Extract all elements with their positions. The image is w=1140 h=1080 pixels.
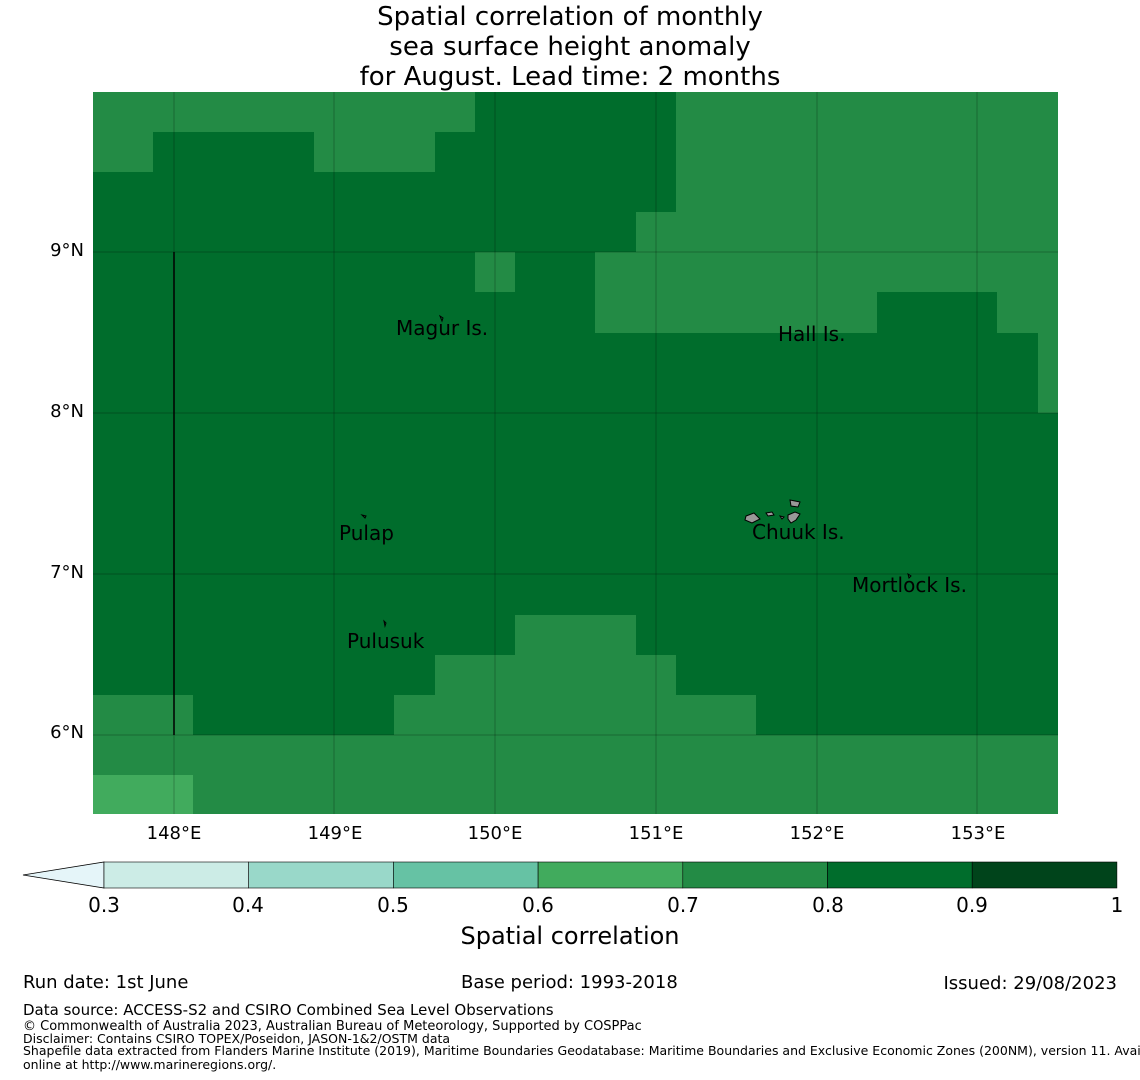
correlation-cell [435,132,676,172]
colorbar-tick-0-3: 0.3 [88,893,120,917]
map-gridlines [93,92,1058,814]
place-label-pulap: Pulap [339,521,394,545]
disclaimer: Disclaimer: Contains CSIRO TOPEX/Poseido… [23,1031,451,1046]
correlation-cell [93,775,193,814]
place-label-magur: Magur Is. [396,316,489,340]
colorbar-segments [22,861,1118,889]
map-title: Spatial correlation of monthly sea surfa… [0,2,1140,92]
lon-label-153e: 153°E [950,823,1006,844]
lat-label-6n: 6°N [50,722,84,743]
correlation-cell [515,252,595,292]
lon-label-150e: 150°E [467,823,523,844]
colorbar-segment [827,861,973,889]
lon-label-151e: 151°E [628,823,684,844]
correlation-cell [93,413,1058,615]
correlation-cell [475,92,676,132]
shapefile-credit-line-1: Shapefile data extracted from Flanders M… [23,1043,1140,1058]
data-source: Data source: ACCESS-S2 and CSIRO Combine… [23,1001,554,1019]
colorbar-tick-0-5: 0.5 [377,893,409,917]
correlation-cell [877,292,997,333]
colorbar-segment [248,861,394,889]
lon-label-152e: 152°E [789,823,845,844]
lon-label-149e: 149°E [307,823,363,844]
correlation-cell [636,615,1058,655]
correlation-cell [93,333,1038,413]
correlation-cell [93,252,475,292]
map-grid-cells [93,92,1058,814]
correlation-cell [93,212,636,252]
title-line-1: Spatial correlation of monthly [377,2,763,32]
correlation-cell [93,655,435,695]
colorbar-tick-0-8: 0.8 [812,893,844,917]
island-chuuk-5 [778,515,785,520]
lat-label-7n: 7°N [50,562,84,583]
colorbar-segment [103,861,249,889]
place-label-pulusuk: Pulusuk [347,629,425,653]
correlation-cell [756,695,1058,735]
island-pulusuk [383,619,387,628]
lon-label-148e: 148°E [146,823,202,844]
colorbar-tick-0-4: 0.4 [232,893,264,917]
island-magur [438,314,444,323]
base-period: Base period: 1993-2018 [461,972,678,993]
island-pulap [360,514,367,519]
colorbar-segment [971,861,1118,889]
place-label-chuuk: Chuuk Is. [752,520,845,544]
colorbar-label: Spatial correlation [460,922,680,950]
correlation-cell [153,132,314,172]
correlation-map [93,92,1058,814]
copyright: © Commonwealth of Australia 2023, Austra… [23,1019,642,1034]
colorbar-segment [393,861,539,889]
island-mortlock [907,572,912,579]
title-line-3: for August. Lead time: 2 months [359,62,781,92]
correlation-cell [93,172,676,212]
colorbar [22,861,1118,889]
lat-label-8n: 8°N [50,401,84,422]
colorbar-extend-arrow [22,861,105,889]
place-label-mortlock: Mortlock Is. [852,573,967,597]
islands [360,314,912,628]
lat-label-9n: 9°N [50,240,84,261]
colorbar-tick-0-6: 0.6 [522,893,554,917]
colorbar-segment [537,861,684,889]
colorbar-tick-0-7: 0.7 [667,893,699,917]
colorbar-tick-1: 1 [1110,893,1124,917]
title-line-2: sea surface height anomaly [389,32,751,62]
issued-date: Issued: 29/08/2023 [943,973,1117,994]
run-date: Run date: 1st June [23,972,189,993]
correlation-cell [676,655,1058,695]
colorbar-segment [682,861,828,889]
island-chuuk-1 [789,499,801,508]
island-chuuk-2 [744,512,761,524]
correlation-cell [93,292,595,333]
correlation-cell [193,695,394,735]
island-chuuk-3 [787,511,801,524]
colorbar-tick-0-9: 0.9 [956,893,988,917]
place-label-hall: Hall Is. [778,322,846,346]
island-chuuk-4 [765,511,775,517]
shapefile-credit-line-2: online at http://www.marineregions.org/. [23,1057,277,1072]
correlation-cell [93,615,515,655]
